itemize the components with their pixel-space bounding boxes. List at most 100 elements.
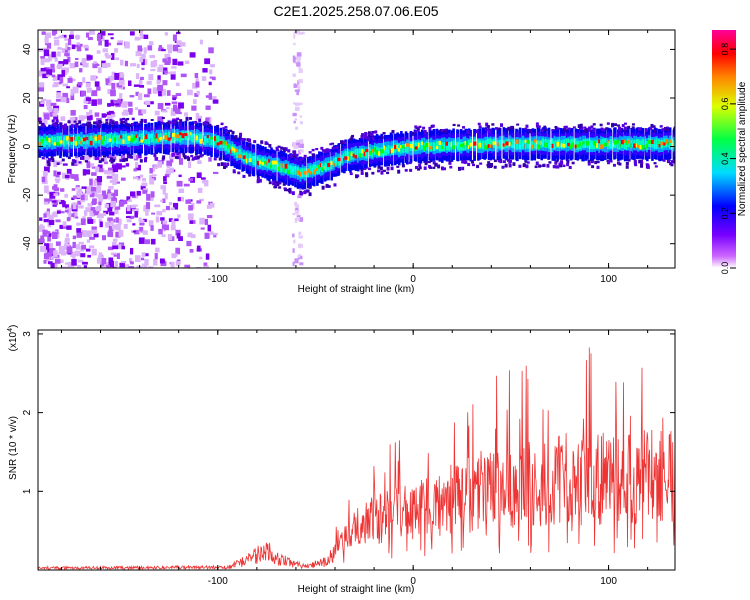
spectrogram-core bbox=[268, 159, 272, 163]
spectrogram-core bbox=[147, 133, 151, 139]
spectrogram-band bbox=[289, 165, 293, 174]
spectrogram-band bbox=[365, 149, 368, 159]
spectrogram-fringe bbox=[431, 124, 435, 128]
spectrogram-band bbox=[406, 143, 409, 153]
spectrogram-speckle bbox=[107, 76, 112, 83]
spectrogram-fringe bbox=[371, 171, 375, 175]
spectrogram-fringe bbox=[143, 119, 147, 124]
spectrogram-speckle bbox=[62, 266, 68, 268]
spectrogram-speckle bbox=[134, 211, 138, 218]
spectrogram-fringe bbox=[315, 148, 319, 151]
spectrogram-band bbox=[248, 153, 252, 163]
spectrogram-core bbox=[242, 155, 246, 160]
spectrogram-speckle bbox=[139, 57, 144, 63]
spectrogram-fringe bbox=[493, 165, 497, 169]
spectrogram-core bbox=[231, 146, 235, 151]
spectrogram-speckle bbox=[49, 68, 55, 73]
spectrogram-speckle bbox=[42, 119, 48, 125]
spectrogram-fringe bbox=[587, 161, 591, 166]
spectrogram-band bbox=[135, 133, 139, 143]
spectrogram-fringe bbox=[248, 143, 252, 148]
spectrogram-band bbox=[147, 135, 151, 145]
spectrogram-speckle bbox=[108, 229, 113, 233]
spectrogram-fringe bbox=[441, 129, 445, 133]
spectrogram-band bbox=[301, 168, 305, 177]
spectrogram-speckle bbox=[292, 212, 296, 216]
spectrogram-fringe bbox=[97, 119, 101, 123]
spectrogram-speckle bbox=[144, 100, 151, 105]
spectrogram-band bbox=[56, 135, 59, 145]
spectrogram-fringe bbox=[535, 161, 539, 166]
spectrogram-speckle bbox=[177, 214, 181, 218]
spectrogram-fringe bbox=[183, 155, 187, 160]
spectrogram-speckle bbox=[73, 44, 79, 48]
spectrogram-fringe bbox=[226, 162, 230, 166]
spectrogram-speckle bbox=[209, 76, 214, 79]
spectrogram-core bbox=[324, 165, 328, 170]
spectrogram-speckle bbox=[118, 218, 122, 225]
spectrogram-fringe bbox=[256, 176, 260, 181]
spectrogram-speckle bbox=[108, 167, 114, 173]
spectrogram-fringe bbox=[239, 132, 243, 137]
spectrogram-speckle bbox=[70, 31, 74, 36]
spectrogram-speckle bbox=[104, 161, 108, 165]
spectrogram-speckle bbox=[164, 193, 168, 200]
spectrogram-core bbox=[614, 140, 618, 145]
spectrogram-speckle bbox=[72, 86, 79, 94]
spectrogram-fringe bbox=[666, 159, 670, 163]
spectrogram-speckle bbox=[62, 163, 68, 166]
spectrogram-speckle bbox=[93, 61, 97, 65]
spectrogram-speckle bbox=[296, 52, 302, 57]
spectrogram-fringe bbox=[508, 163, 512, 168]
spectrogram-speckle bbox=[85, 32, 90, 38]
spectrogram-fringe bbox=[414, 125, 418, 129]
spectrogram-band bbox=[565, 138, 569, 148]
spectrogram-speckle bbox=[170, 207, 175, 211]
spectrogram-core bbox=[299, 171, 303, 177]
spectrogram-speckle bbox=[160, 217, 165, 221]
spectrogram-speckle bbox=[108, 260, 114, 268]
spectrogram-speckle bbox=[208, 157, 212, 162]
spectrogram-fringe bbox=[300, 191, 304, 196]
spectrogram-core bbox=[296, 170, 300, 175]
spectrogram-speckle bbox=[197, 187, 203, 193]
spectrogram-speckle bbox=[72, 195, 77, 199]
spectrogram-speckle bbox=[94, 112, 100, 117]
spectrogram-fringe bbox=[640, 163, 644, 168]
spectrogram-core bbox=[593, 140, 597, 146]
spectrogram-speckle bbox=[135, 73, 140, 80]
spectrogram-fringe bbox=[564, 125, 568, 129]
colorbar-tick-label: 0.4 bbox=[720, 152, 730, 165]
spectrogram-fringe bbox=[260, 140, 264, 144]
spectrogram-speckle bbox=[161, 88, 167, 96]
spectrogram-core bbox=[270, 164, 274, 169]
spectrogram-speckle bbox=[54, 258, 61, 264]
spectrogram-core bbox=[354, 154, 358, 159]
spectrogram-fringe bbox=[563, 128, 567, 133]
spectrogram-core bbox=[524, 139, 528, 143]
spectrogram-speckle bbox=[56, 92, 62, 99]
spectrogram-fringe bbox=[591, 165, 595, 169]
spectrogram-core bbox=[206, 135, 210, 139]
spectrogram-core bbox=[420, 141, 424, 146]
spectrogram-fringe bbox=[38, 120, 42, 124]
spectrogram-fringe bbox=[233, 135, 237, 140]
spectrogram-fringe bbox=[361, 133, 365, 137]
spectrogram-band bbox=[445, 141, 449, 151]
spectrogram-speckle bbox=[143, 59, 148, 65]
spectrogram-core bbox=[633, 143, 637, 149]
spectrogram-core bbox=[138, 137, 142, 142]
spectrogram-core bbox=[492, 141, 496, 145]
spectrogram-speckle bbox=[96, 86, 101, 91]
spectrogram-speckle bbox=[48, 59, 53, 62]
spectrogram-core bbox=[127, 135, 131, 141]
spectrogram-speckle bbox=[292, 55, 296, 61]
spectrogram-speckle bbox=[178, 158, 183, 165]
spectrogram-speckle bbox=[91, 172, 97, 176]
spectrogram-band bbox=[179, 133, 182, 143]
spectrogram-speckle bbox=[54, 57, 58, 62]
spectrogram-speckle bbox=[43, 113, 50, 120]
spectrogram-fringe bbox=[577, 124, 581, 128]
spectrogram-speckle bbox=[119, 76, 124, 83]
spectrogram-fringe bbox=[409, 168, 413, 172]
